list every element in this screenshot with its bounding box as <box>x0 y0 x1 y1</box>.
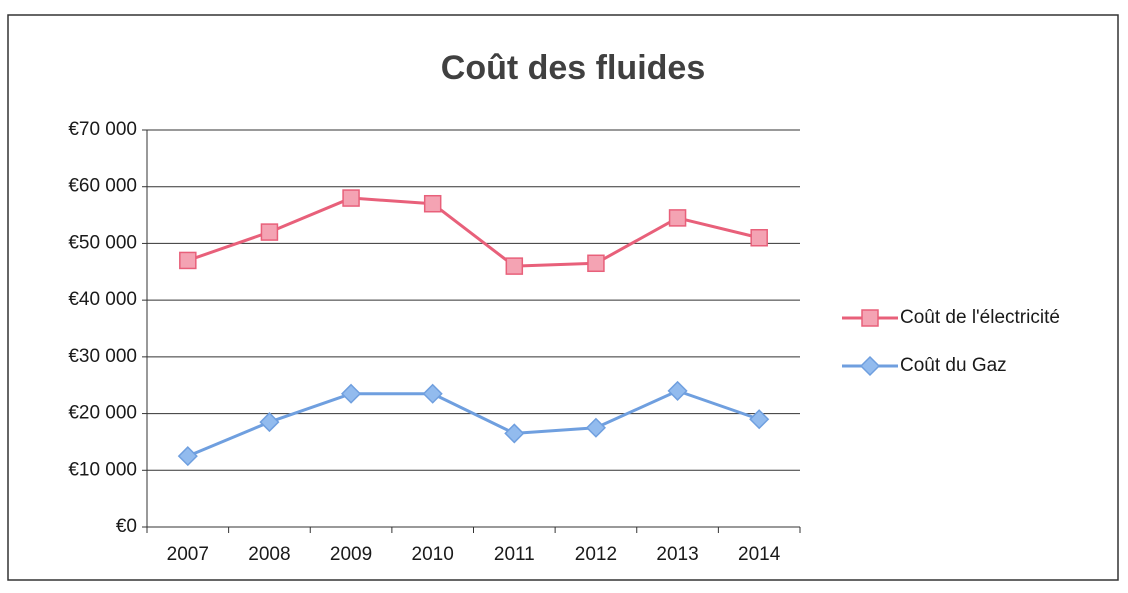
data-point <box>341 383 362 404</box>
chart-title: Coût des fluides <box>441 49 705 87</box>
x-tick-label: 2012 <box>575 544 617 565</box>
y-tick-label: €20 000 <box>68 403 137 424</box>
data-point <box>259 412 280 433</box>
data-point <box>585 417 606 438</box>
legend-marker <box>859 355 881 377</box>
data-point <box>177 446 198 467</box>
data-point <box>423 194 442 213</box>
x-tick-label: 2007 <box>167 544 209 565</box>
data-point <box>668 209 687 227</box>
x-tick-label: 2014 <box>738 544 781 565</box>
chart-border <box>7 14 1119 581</box>
x-tick-label: 2010 <box>412 544 454 565</box>
y-tick-label: €70 000 <box>68 119 137 140</box>
y-tick-label: €40 000 <box>68 289 137 310</box>
data-point <box>587 254 605 273</box>
legend-label: Coût du Gaz <box>900 355 1007 376</box>
data-point <box>505 257 524 275</box>
y-tick-label: €10 000 <box>68 459 137 480</box>
series-line <box>187 389 760 458</box>
data-point <box>422 383 443 404</box>
y-tick-label: €0 <box>116 516 137 537</box>
x-tick-label: 2008 <box>248 544 290 565</box>
series-line <box>187 196 760 268</box>
data-point <box>179 251 197 270</box>
y-tick-label: €50 000 <box>68 232 137 253</box>
data-point <box>504 423 525 444</box>
data-point <box>667 380 688 401</box>
legend-marker <box>861 309 879 327</box>
x-tick-label: 2009 <box>330 544 372 565</box>
data-point <box>342 189 360 207</box>
x-tick-label: 2011 <box>494 544 535 565</box>
legend-label: Coût de l'électricité <box>900 307 1060 328</box>
x-tick-label: 2013 <box>656 544 698 565</box>
data-point <box>260 223 279 241</box>
data-point <box>749 409 770 430</box>
y-tick-label: €30 000 <box>68 346 137 367</box>
y-tick-label: €60 000 <box>68 176 137 197</box>
data-point <box>750 229 768 247</box>
